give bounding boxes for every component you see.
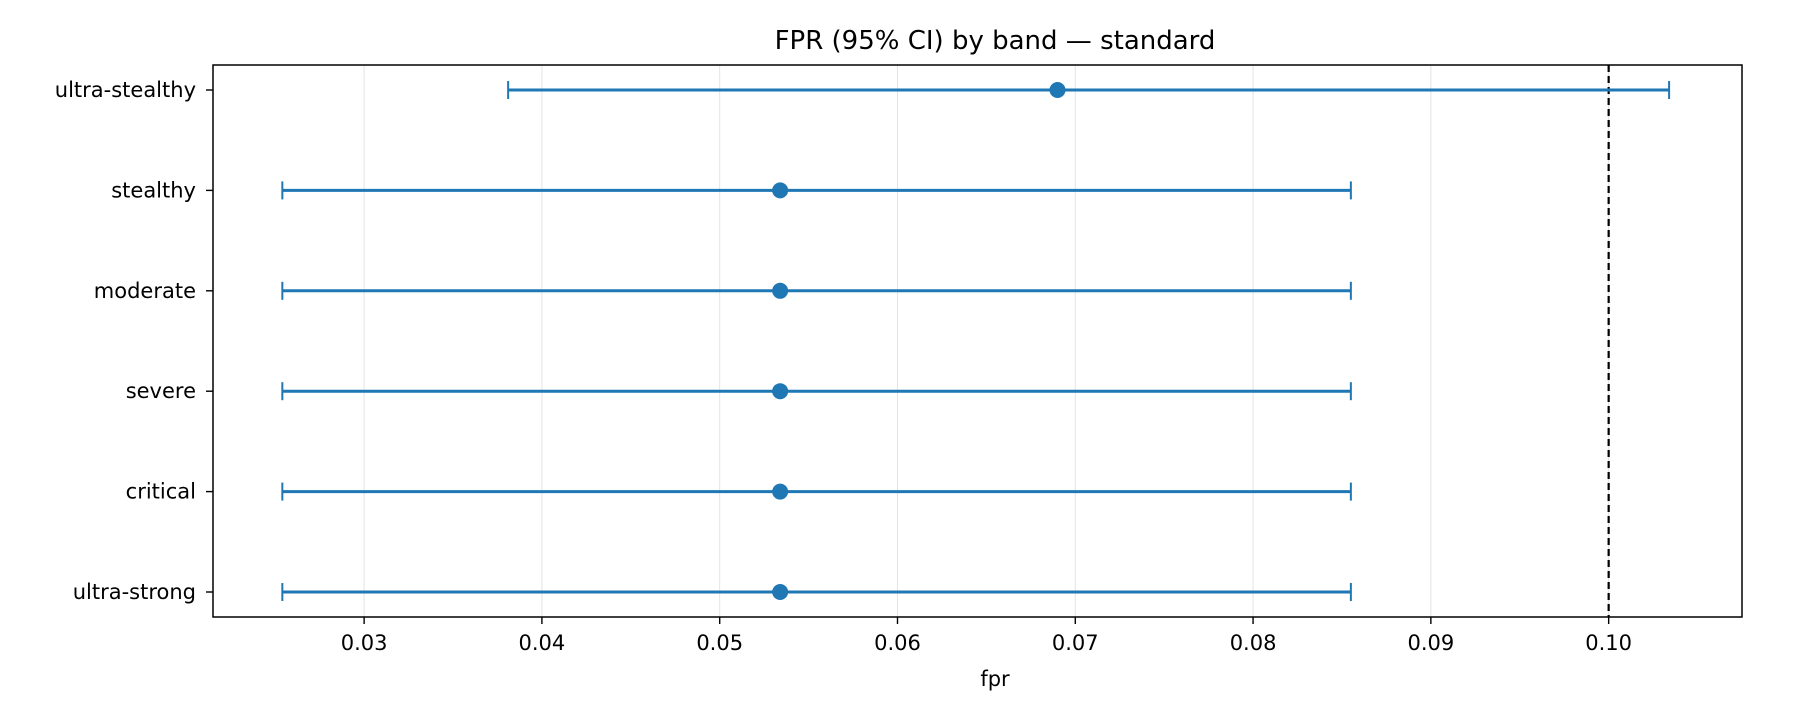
point-marker (772, 182, 789, 199)
y-tick-label: ultra-strong (73, 580, 196, 604)
errorbar-ultra-strong (281, 583, 1352, 601)
errorbar-stealthy (281, 181, 1352, 200)
grid-layer (363, 65, 1610, 617)
series-layer (281, 81, 1671, 601)
y-tick-label: ultra-stealthy (55, 78, 196, 102)
errorbar-critical (281, 482, 1352, 501)
x-axis-label: fpr (980, 667, 1010, 691)
y-tick-label: moderate (94, 279, 196, 303)
y-tick-label: stealthy (111, 178, 196, 202)
y-tick-label: severe (126, 379, 196, 403)
x-tick-label: 0.04 (519, 631, 566, 655)
x-tick-label: 0.03 (341, 631, 388, 655)
x-tick-label: 0.06 (874, 631, 921, 655)
x-tick-label: 0.05 (696, 631, 743, 655)
y-tick-label: critical (126, 480, 196, 504)
x-axis: 0.03 0.04 0.05 0.06 0.07 0.08 0.09 0.10 (341, 617, 1632, 655)
errorbar-moderate (281, 281, 1352, 300)
plot-frame (212, 64, 1743, 618)
point-marker (772, 282, 789, 299)
point-marker (772, 383, 789, 400)
y-axis: ultra-stealthy stealthy moderate severe crit… (55, 78, 213, 604)
point-marker (1049, 82, 1066, 98)
x-tick-label: 0.07 (1052, 631, 1099, 655)
x-tick-label: 0.09 (1407, 631, 1454, 655)
x-tick-label: 0.08 (1230, 631, 1277, 655)
errorbar-ultra-stealthy (507, 81, 1671, 99)
point-marker (772, 483, 789, 500)
chart-title: FPR (95% CI) by band — standard (775, 26, 1216, 56)
point-marker (772, 584, 789, 600)
x-tick-label: 0.10 (1585, 631, 1632, 655)
errorbar-severe (281, 382, 1352, 401)
